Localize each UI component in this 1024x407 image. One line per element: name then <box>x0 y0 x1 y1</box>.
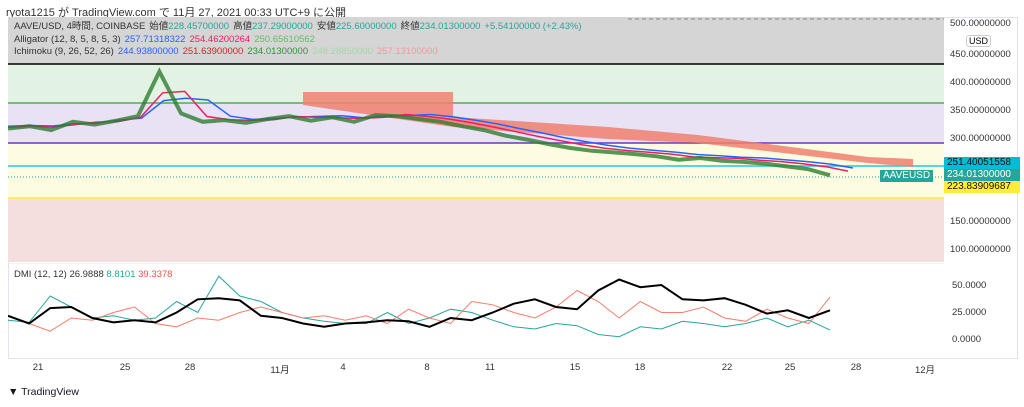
currency-label: USD <box>966 35 992 47</box>
zone-gray <box>8 17 944 64</box>
dmi-tick: 25.0000 <box>952 307 987 318</box>
dmi-pane[interactable] <box>8 263 944 355</box>
price-tick: 350.00000000 <box>950 105 1011 116</box>
change-value: +5.54100000 (+2.43%) <box>484 21 582 32</box>
open-value: 228.45700000 <box>168 21 230 32</box>
price-pane[interactable] <box>8 17 944 262</box>
dmi-tick: 0.0000 <box>952 334 982 345</box>
level-price-tag: 251.40051558 <box>944 157 1020 169</box>
price-tick: 400.00000000 <box>950 77 1011 88</box>
zone-pink <box>8 198 944 262</box>
plus-di-value: 8.8101 <box>106 269 136 280</box>
plus-di-line <box>8 275 831 338</box>
low-price-tag: 223.83909687 <box>944 181 1020 193</box>
price-tick: 500.00000000 <box>950 18 1011 29</box>
close-value: 234.01300000 <box>419 21 481 32</box>
date-label: 15 <box>569 362 581 373</box>
alligator-label: Alligator (12, 8, 5, 8, 5, 3) <box>14 33 121 45</box>
adx-line <box>8 278 831 328</box>
dmi-legend: DMI (12, 12) 26.9888 8.8101 39.3378 <box>14 269 173 280</box>
minus-di-line <box>8 289 831 332</box>
alligator-jaw <box>8 97 854 169</box>
time-axis[interactable] <box>0 357 944 375</box>
date-label: 28 <box>850 362 862 373</box>
publish-caption: ryota1215 が TradingView.com で 11月 27, 20… <box>6 7 347 19</box>
adx-value: 26.9888 <box>69 269 104 280</box>
dmi-tick: 50.0000 <box>952 280 987 291</box>
price-tick: 300.00000000 <box>950 133 1011 144</box>
date-label: 22 <box>721 362 733 373</box>
date-label: 25 <box>784 362 796 373</box>
price-tick: 150.00000000 <box>950 216 1011 227</box>
price-line <box>8 67 831 178</box>
date-label: 11月 <box>270 365 290 376</box>
date-label: 8 <box>424 362 430 373</box>
price-tick: 450.00000000 <box>950 49 1011 60</box>
date-label: 21 <box>32 362 44 373</box>
date-label: 25 <box>119 362 131 373</box>
date-label: 18 <box>634 362 646 373</box>
ichimoku-cloud <box>303 92 913 167</box>
date-label: 4 <box>340 362 346 373</box>
date-label: 12月 <box>914 365 936 376</box>
tradingview-logo: ▼ TradingView <box>8 386 79 398</box>
last-price-tag: 234.01300000 <box>944 169 1020 181</box>
ichimoku-label: Ichimoku (9, 26, 52, 26) <box>14 46 114 57</box>
date-label: 11 <box>485 362 495 373</box>
low-value: 225.60000000 <box>335 21 397 32</box>
symbol-label: AAVE/USD, 4時間, COINBASE <box>14 21 146 32</box>
chart-legend: AAVE/USD, 4時間, COINBASE 始値228.45700000 高値2… <box>14 21 582 57</box>
symbol-tag: AAVEUSD <box>880 170 934 182</box>
date-label: 28 <box>184 362 196 373</box>
minus-di-value: 39.3378 <box>138 269 173 280</box>
high-value: 237.29000000 <box>252 21 313 32</box>
price-axis[interactable]: USD <box>944 17 1016 262</box>
price-tick: 100.00000000 <box>950 244 1011 255</box>
